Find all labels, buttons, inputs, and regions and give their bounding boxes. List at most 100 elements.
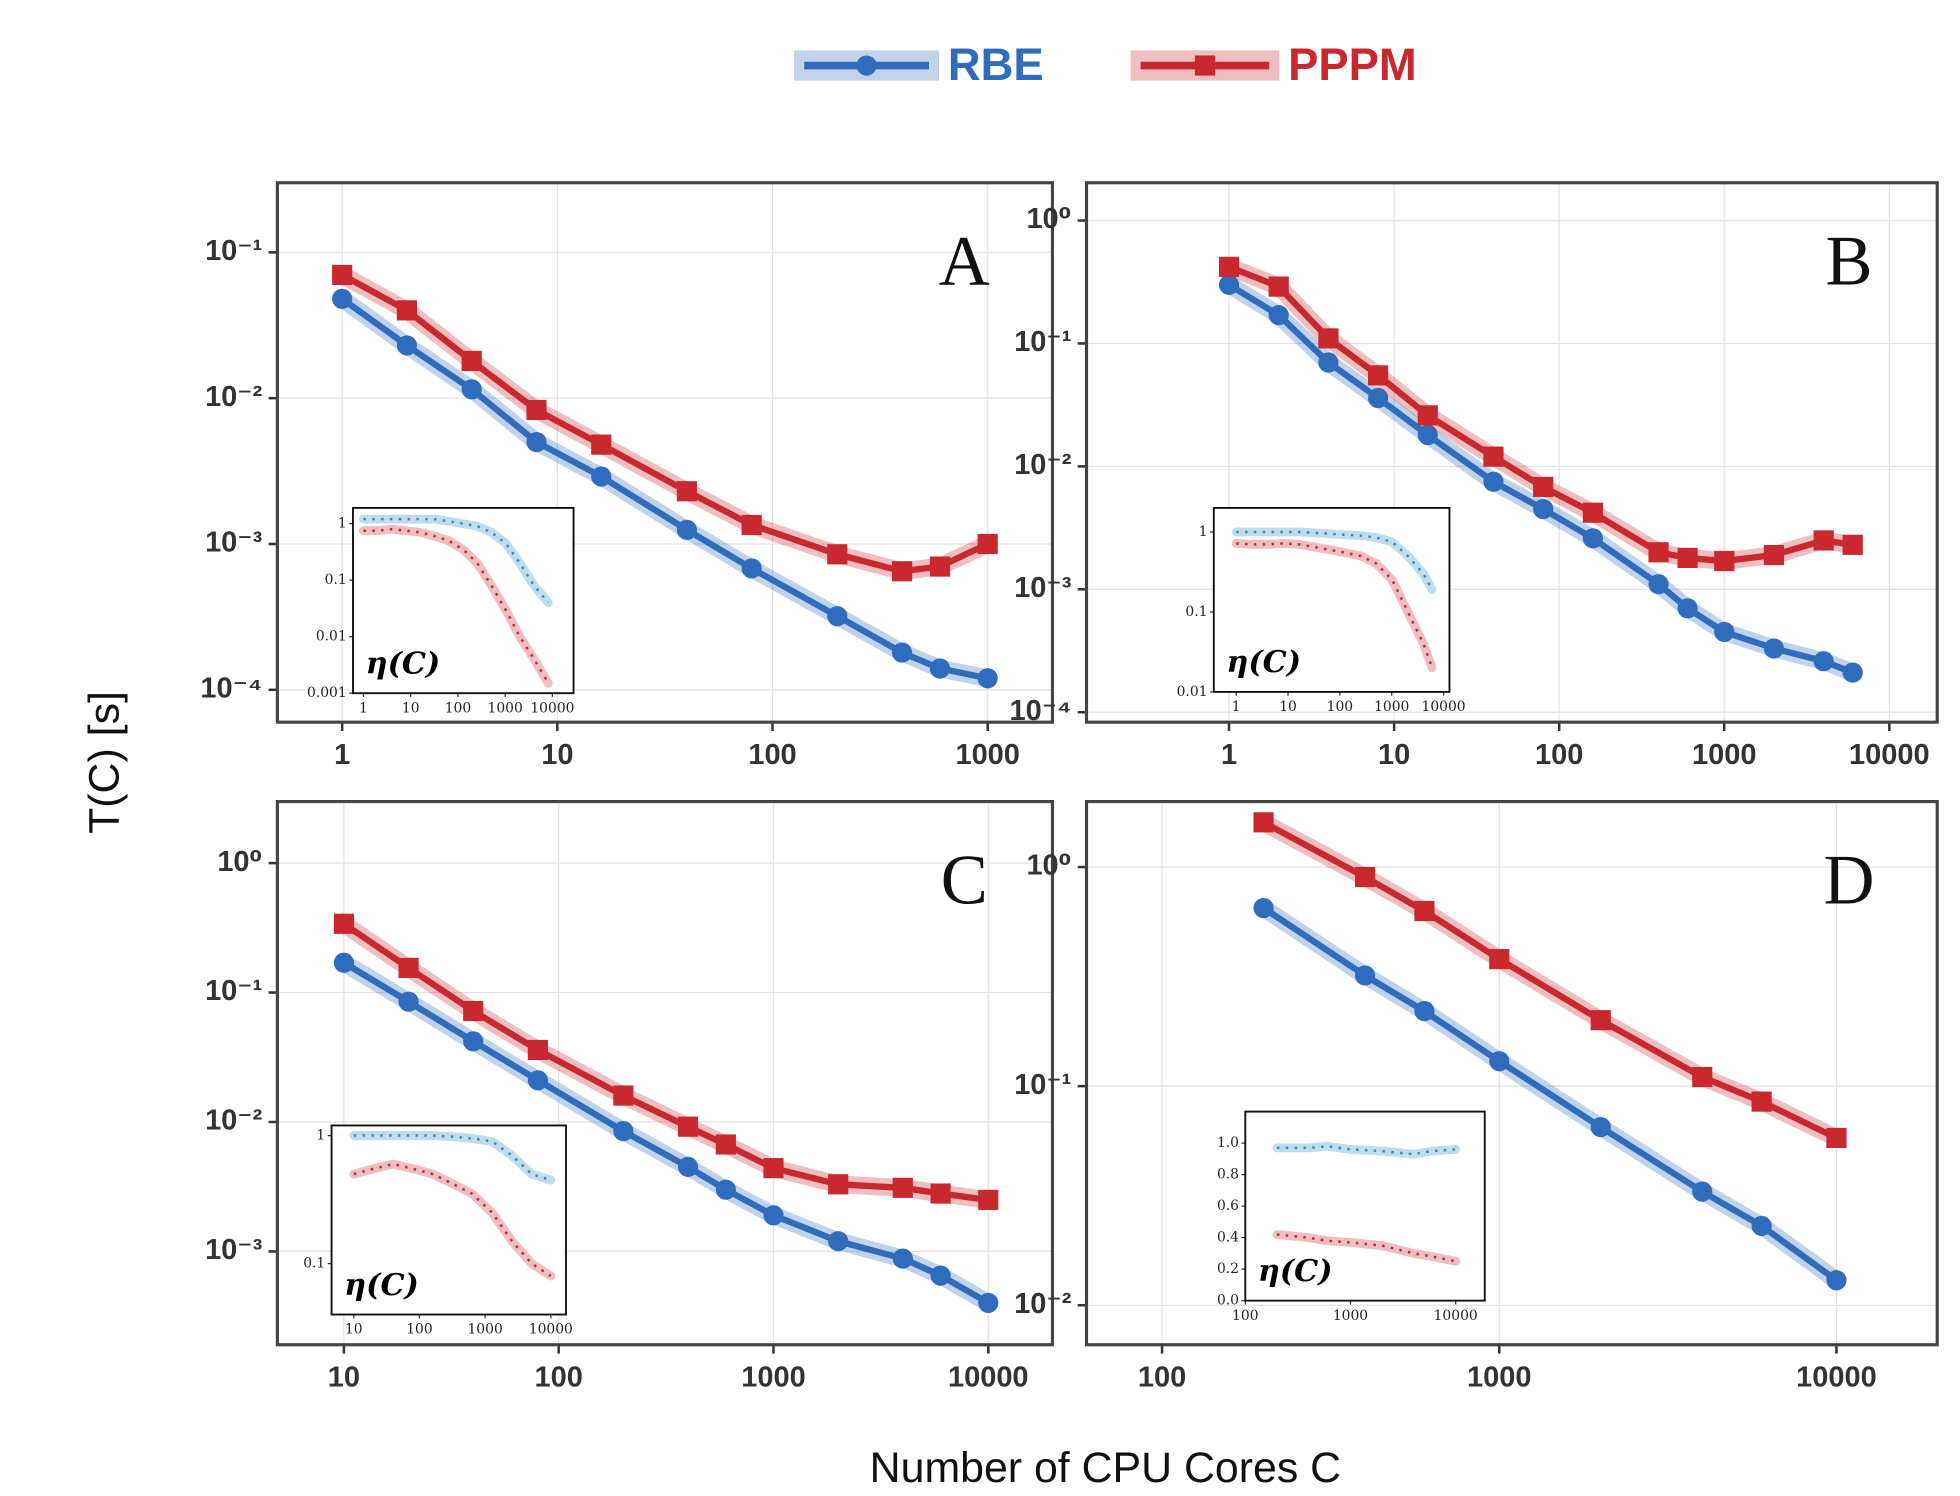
x-tick-label: 1000 — [1467, 1361, 1531, 1393]
marker — [1751, 1215, 1772, 1237]
y-axis-label: T(C) [s] — [81, 691, 129, 834]
marker — [461, 379, 482, 400]
x-tick-label: 100 — [445, 700, 471, 716]
y-tick-label: 10⁰ — [1026, 203, 1071, 235]
marker — [332, 288, 353, 309]
y-tick-label: 0.01 — [316, 629, 347, 645]
marker — [1813, 530, 1834, 551]
x-tick-label: 10000 — [1796, 1361, 1877, 1393]
x-tick-label: 10000 — [1849, 739, 1930, 771]
y-tick-label: 10⁻¹ — [205, 235, 262, 267]
y-tick-label: 0.6 — [1217, 1198, 1239, 1214]
marker — [1354, 965, 1376, 986]
marker — [1763, 638, 1785, 659]
inset-background — [1245, 1111, 1485, 1301]
y-tick-label: 0.1 — [1185, 604, 1207, 620]
inset-y-label: η(C) — [1226, 645, 1301, 680]
plot-frame — [275, 181, 1055, 724]
marker — [930, 1265, 951, 1286]
marker — [526, 399, 547, 421]
marker — [741, 514, 762, 536]
y-tick-label: 1 — [316, 1128, 325, 1144]
marker — [461, 350, 482, 372]
marker — [715, 1179, 736, 1200]
marker — [526, 431, 547, 453]
marker — [1368, 387, 1389, 409]
marker — [1842, 662, 1863, 683]
legend-label: RBE — [948, 39, 1044, 90]
x-tick-label: 10 — [402, 700, 420, 716]
marker — [1692, 1181, 1713, 1202]
plot-frame — [1084, 181, 1939, 724]
marker — [1268, 305, 1289, 326]
inset-background — [1213, 507, 1450, 692]
y-tick-label: 0.1 — [303, 1256, 325, 1272]
y-tick-label: 10⁻³ — [205, 527, 263, 559]
marker — [1253, 812, 1274, 833]
series-line — [1276, 1233, 1456, 1263]
marker — [1763, 544, 1785, 566]
x-tick-label: 10 — [328, 1361, 360, 1393]
marker — [677, 1156, 699, 1177]
x-tick-label: 1000 — [741, 1361, 805, 1393]
marker — [1751, 1091, 1772, 1112]
marker — [1533, 476, 1554, 498]
x-tick-label: 100 — [1327, 699, 1353, 715]
marker — [892, 1177, 913, 1198]
marker — [1483, 471, 1504, 492]
x-tick-label: 1000 — [467, 1322, 502, 1338]
y-tick-label: 10⁻² — [1014, 449, 1072, 481]
marker — [398, 957, 419, 979]
plot-frame — [1084, 799, 1939, 1347]
marker — [1842, 534, 1863, 555]
marker — [1268, 276, 1289, 297]
y-tick-label: 10⁻² — [1014, 1288, 1072, 1320]
series-line — [363, 517, 550, 604]
series-glow — [349, 1159, 556, 1281]
marker — [1582, 528, 1603, 549]
marker — [1648, 542, 1669, 563]
marker — [891, 561, 913, 582]
marker — [398, 991, 419, 1012]
x-tick-label: 1000 — [488, 700, 523, 716]
marker — [1318, 352, 1339, 373]
marker — [978, 1189, 999, 1210]
marker — [892, 1248, 913, 1269]
y-tick-label: 10⁻⁴ — [200, 672, 262, 704]
x-tick-label: 100 — [1138, 1361, 1186, 1393]
marker — [613, 1121, 634, 1142]
marker — [827, 544, 848, 565]
x-tick-label: 10 — [345, 1322, 363, 1338]
marker — [1253, 897, 1274, 919]
y-tick-label: 10⁻² — [205, 1105, 263, 1137]
series-line — [1236, 542, 1434, 669]
legend-marker — [1194, 55, 1216, 76]
inset-y-label: η(C) — [366, 646, 441, 681]
marker — [1354, 866, 1376, 888]
marker — [527, 1039, 548, 1061]
x-tick-label: 1 — [1221, 739, 1237, 771]
y-tick-label: 10⁻¹ — [205, 975, 262, 1007]
x-tick-label: 10 — [541, 739, 573, 771]
y-tick-label: 0.01 — [1177, 684, 1208, 700]
panel-label: A — [939, 223, 990, 301]
series-glow — [1231, 527, 1437, 595]
marker — [828, 1174, 849, 1195]
panel-label: D — [1824, 841, 1875, 919]
marker — [1489, 949, 1510, 970]
marker — [1813, 651, 1834, 672]
y-tick-label: 10⁻⁴ — [1010, 695, 1072, 727]
marker — [1417, 424, 1438, 446]
marker — [827, 606, 848, 627]
x-tick-label: 100 — [748, 739, 796, 771]
marker — [1714, 621, 1735, 643]
inset-y-label: η(C) — [1258, 1254, 1333, 1289]
marker — [527, 1070, 548, 1091]
marker — [1692, 1066, 1713, 1088]
legend-marker — [856, 55, 877, 76]
y-tick-label: 10⁻² — [205, 381, 263, 413]
y-tick-label: 1 — [338, 516, 347, 532]
marker — [1590, 1010, 1611, 1031]
x-tick-label: 100 — [1232, 1308, 1258, 1324]
